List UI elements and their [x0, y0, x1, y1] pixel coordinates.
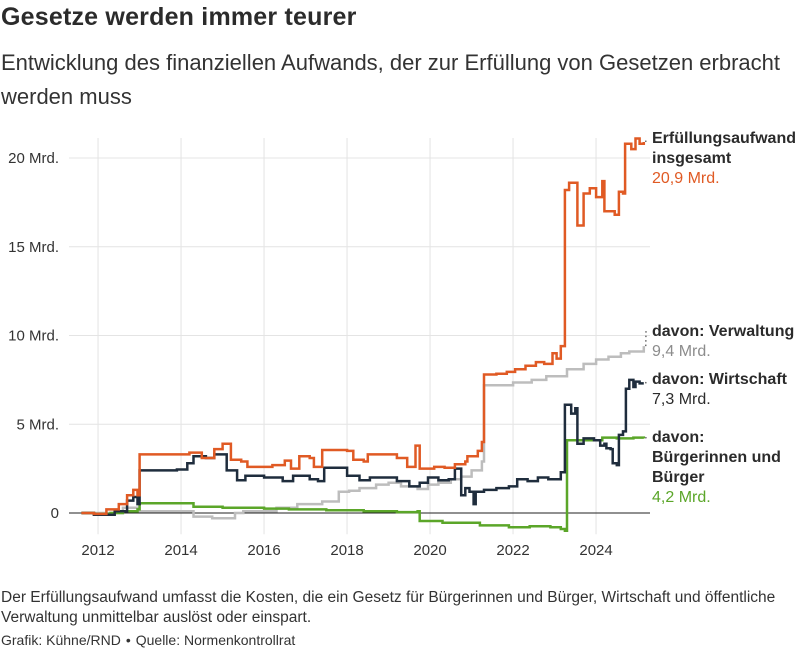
- x-tick-label: 2018: [330, 542, 363, 559]
- y-tick-label: 15 Mrd.: [8, 239, 59, 256]
- credit-text: Grafik: Kühne/RND: [1, 632, 121, 648]
- label-verwaltung-name: davon: Verwaltung: [652, 323, 794, 340]
- x-tick-label: 2024: [579, 542, 612, 559]
- chart-subtitle: Entwicklung des finanziellen Aufwands, d…: [1, 50, 780, 109]
- separator-dot: •: [125, 632, 131, 648]
- label-wirtschaft-name: davon: Wirtschaft: [652, 371, 788, 388]
- label-total-name: Erfüllungsaufwand: [652, 130, 796, 147]
- footnote: Der Erfüllungsaufwand umfasst die Kosten…: [1, 589, 776, 626]
- x-tick-label: 2020: [413, 542, 446, 559]
- axis-ticks: 2012 2014 2016 2018 2020 2022 2024 0 5 Mrd. 10 Mr…: [8, 150, 613, 559]
- x-tick-label: 2014: [164, 542, 197, 559]
- credit-line: Grafik: Kühne/RND • Quelle: Normenkontroll…: [1, 632, 295, 648]
- grid: [69, 138, 650, 535]
- label-buerger-value: 4,2 Mrd.: [652, 489, 711, 506]
- y-tick-label: 5 Mrd.: [16, 416, 59, 433]
- series-lines: [81, 137, 646, 533]
- source-text: Quelle: Normenkontrollrat: [135, 632, 296, 648]
- y-tick-label: 0: [51, 505, 59, 522]
- label-total-value: 20,9 Mrd.: [652, 170, 720, 187]
- label-wirtschaft-value: 7,3 Mrd.: [652, 391, 711, 408]
- line-chart: 2012 2014 2016 2018 2020 2022 2024 0 5 Mrd. 10 Mr…: [8, 130, 796, 559]
- y-tick-label: 10 Mrd.: [8, 328, 59, 345]
- label-buerger-name: davon:: [652, 429, 704, 446]
- line-buerger: [81, 436, 646, 533]
- y-tick-label: 20 Mrd.: [8, 150, 59, 167]
- x-tick-label: 2012: [81, 542, 114, 559]
- label-total-name: insgesamt: [652, 150, 732, 167]
- label-verwaltung-value: 9,4 Mrd.: [652, 343, 711, 360]
- x-tick-label: 2016: [247, 542, 280, 559]
- chart-title: Gesetze werden immer teurer: [1, 3, 357, 31]
- line-wirtschaft: [81, 378, 644, 517]
- series-labels: Erfüllungsaufwand insgesamt 20,9 Mrd. davon…: [645, 130, 796, 506]
- x-tick-label: 2022: [496, 542, 529, 559]
- label-buerger-name: Bürgerinnen und: [652, 449, 781, 466]
- label-buerger-name: Bürger: [652, 469, 704, 486]
- line-total: [81, 137, 646, 516]
- line-verwaltung: [81, 346, 646, 520]
